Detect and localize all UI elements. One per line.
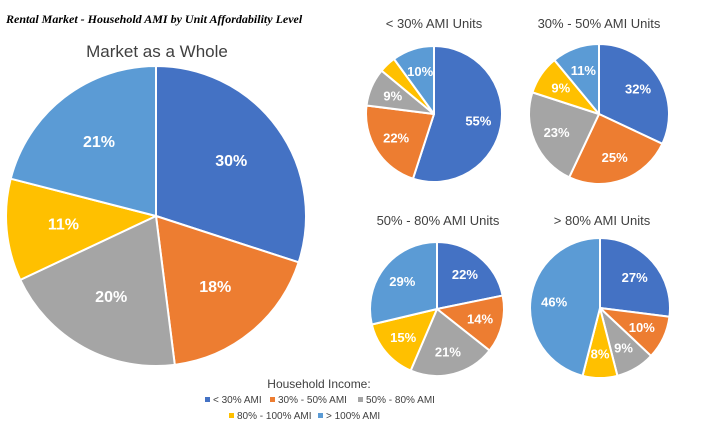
pie-lt30-units: < 30% AMI Units 55% 22% 9% 10% bbox=[365, 16, 504, 183]
legend-item-50to80: 50% - 80% AMI bbox=[358, 395, 435, 406]
pie-slice-50to80 bbox=[528, 91, 600, 179]
pie-slices: 32% 25% 23% 9%11% bbox=[528, 43, 670, 185]
slice-data-label: 22% bbox=[383, 131, 409, 146]
pie-slices: 55% 22% 9% 10% bbox=[365, 45, 504, 183]
slice-data-label: 9% bbox=[383, 89, 402, 104]
slice-data-label: 27% bbox=[622, 270, 648, 285]
pie-slice-30to50 bbox=[155, 215, 300, 366]
slice-data-label: 18% bbox=[199, 279, 231, 296]
slice-data-label: 55% bbox=[465, 114, 491, 129]
slice-data-label: 46% bbox=[541, 295, 567, 310]
pie-title: 30% - 50% AMI Units bbox=[538, 16, 661, 31]
slice-data-label: 10% bbox=[629, 320, 655, 335]
pie-slice-gt100 bbox=[369, 241, 438, 326]
slice-data-label: 10% bbox=[407, 64, 433, 79]
pie-slice-80to100 bbox=[370, 308, 438, 372]
slice-data-label: 25% bbox=[602, 150, 628, 165]
slice-data-label: 15% bbox=[390, 330, 416, 345]
figure-title: Rental Market - Household AMI by Unit Af… bbox=[5, 12, 303, 26]
pie-slice-gt100 bbox=[553, 43, 600, 115]
pie-gt80-units: > 80% AMI Units 27% 10% 9% 8% 46% bbox=[529, 213, 671, 379]
pie-slices: 27% 10% 9% 8% 46% bbox=[529, 237, 671, 379]
pie-50to80-units: 50% - 80% AMI Units 22% 14% 21% 15% 29% bbox=[369, 213, 506, 378]
legend-swatch bbox=[229, 413, 234, 418]
slice-data-label: 30% bbox=[215, 153, 247, 170]
pie-title: 50% - 80% AMI Units bbox=[377, 213, 500, 228]
slice-data-label: 21% bbox=[435, 344, 461, 359]
pie-title: > 80% AMI Units bbox=[554, 213, 651, 228]
slice-data-label: 9% bbox=[614, 340, 633, 355]
legend-label: 30% - 50% AMI bbox=[278, 395, 347, 406]
legend-title: Household Income: bbox=[267, 377, 370, 391]
slice-data-label: 11% bbox=[571, 63, 597, 78]
slice-data-label: 8% bbox=[591, 347, 610, 362]
legend-label: 80% - 100% AMI bbox=[237, 411, 311, 422]
pie-slices: 22% 14% 21% 15% 29% bbox=[369, 241, 506, 378]
legend-label: 50% - 80% AMI bbox=[366, 395, 435, 406]
legend-item-80to100: 80% - 100% AMI bbox=[229, 411, 311, 422]
slice-data-label: 29% bbox=[389, 274, 415, 289]
legend: Household Income: < 30% AMI 30% - 50% AM… bbox=[205, 377, 435, 422]
pie-slice-80to100 bbox=[5, 177, 157, 281]
slice-data-label: 14% bbox=[467, 312, 493, 327]
slice-data-label: 20% bbox=[95, 289, 127, 306]
pie-slice-lt30 bbox=[598, 43, 670, 145]
pie-slice-lt30 bbox=[155, 65, 307, 264]
legend-swatch bbox=[270, 397, 275, 402]
pie-slice-30to50 bbox=[365, 104, 435, 180]
slice-data-label: 32% bbox=[625, 82, 651, 97]
pie-30to50-units: 30% - 50% AMI Units 32% 25% 23% 9%11% bbox=[528, 16, 670, 185]
pie-slice-30to50 bbox=[568, 113, 664, 185]
pie-market-whole: Market as a Whole 30% 18% 20% 11% 21% bbox=[5, 42, 307, 367]
legend-swatch bbox=[318, 413, 323, 418]
pie-slice-lt30 bbox=[436, 241, 504, 310]
legend-item-30to50: 30% - 50% AMI bbox=[270, 395, 347, 406]
pie-title: < 30% AMI Units bbox=[386, 16, 483, 31]
pie-slice-lt30 bbox=[599, 237, 671, 318]
legend-label: > 100% AMI bbox=[326, 411, 380, 422]
slice-data-label: 23% bbox=[544, 125, 570, 140]
pie-slice-30to50 bbox=[436, 294, 506, 352]
pie-slice-gt100 bbox=[393, 45, 435, 115]
legend-label: < 30% AMI bbox=[213, 395, 262, 406]
slice-data-label: 22% bbox=[452, 267, 478, 282]
legend-item-gt100: > 100% AMI bbox=[318, 411, 380, 422]
pie-slice-lt30 bbox=[411, 45, 504, 183]
slice-data-label: 11% bbox=[48, 216, 79, 233]
slice-data-label: 9% bbox=[551, 81, 570, 96]
legend-swatch bbox=[358, 397, 363, 402]
pie-slice-gt100 bbox=[9, 65, 157, 217]
pie-slice-gt100 bbox=[529, 237, 601, 377]
legend-item-lt30: < 30% AMI bbox=[205, 395, 262, 406]
pie-slices: 30% 18% 20% 11% 21% bbox=[5, 65, 307, 367]
pie-slice-50to80 bbox=[19, 215, 176, 367]
pie-title: Market as a Whole bbox=[86, 42, 228, 61]
slice-data-label: 21% bbox=[83, 134, 115, 151]
legend-swatch bbox=[205, 397, 210, 402]
